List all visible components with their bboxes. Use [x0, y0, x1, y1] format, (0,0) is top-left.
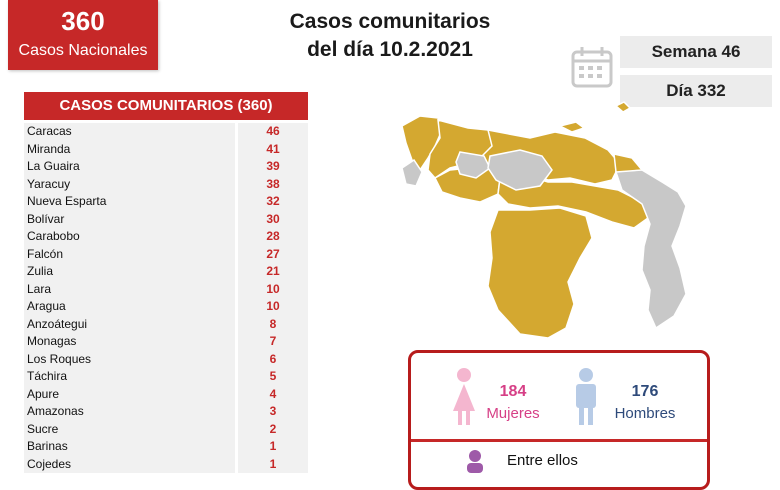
case-count: 1 [238, 455, 308, 473]
table-row: Nueva Esparta 32 [24, 193, 308, 211]
table-row: Caracas 46 [24, 123, 308, 141]
case-count: 32 [238, 193, 308, 211]
case-count: 6 [238, 350, 308, 368]
page-title: Casos comunitarios del día 10.2.2021 [260, 8, 520, 64]
table-row: Falcón 27 [24, 245, 308, 263]
state-name: Amazonas [24, 403, 235, 421]
case-count: 2 [238, 420, 308, 438]
title-line-2: del día 10.2.2021 [307, 38, 473, 61]
map-region-unaffected [401, 158, 423, 187]
table-row: Sucre 2 [24, 420, 308, 438]
table-row: Monagas 7 [24, 333, 308, 351]
state-name: Anzoátegui [24, 315, 235, 333]
case-count: 41 [238, 140, 308, 158]
state-name: Aragua [24, 298, 235, 316]
map-region-affected [497, 175, 649, 229]
state-name: Cojedes [24, 455, 235, 473]
community-cases-table: CASOS COMUNITARIOS (360) Caracas 46 Mirand… [24, 92, 308, 473]
table-row: Los Roques 6 [24, 350, 308, 368]
table-row: Carabobo 28 [24, 228, 308, 246]
person-icon [467, 450, 483, 473]
table-row: Yaracuy 38 [24, 175, 308, 193]
map-region-unaffected [614, 169, 687, 330]
state-name: Sucre [24, 420, 235, 438]
table-row: Bolívar 30 [24, 210, 308, 228]
state-name: Miranda [24, 140, 235, 158]
table-row: Cojedes 1 [24, 455, 308, 473]
case-count: 46 [238, 123, 308, 141]
state-name: Barinas [24, 438, 235, 456]
case-count: 38 [238, 175, 308, 193]
case-count: 10 [238, 298, 308, 316]
table-row: Apure 4 [24, 385, 308, 403]
week-badge: Semana 46 [620, 36, 772, 68]
map-region-affected [557, 121, 586, 133]
table-row: Amazonas 3 [24, 403, 308, 421]
map-region-unaffected [455, 151, 491, 179]
case-count: 30 [238, 210, 308, 228]
table-row: Barinas 1 [24, 438, 308, 456]
map-region-unaffected [487, 149, 553, 191]
case-count: 8 [238, 315, 308, 333]
title-line-1: Casos comunitarios [289, 10, 491, 33]
table-rows: Caracas 46 Miranda 41 La Guaira 39 Yaracuy 38 Nu… [24, 123, 308, 473]
national-cases-number: 360 [61, 6, 105, 36]
state-name: Nueva Esparta [24, 193, 235, 211]
case-count: 28 [238, 228, 308, 246]
male-count: 176 [631, 383, 659, 400]
case-count: 7 [238, 333, 308, 351]
national-cases-label: Casos Nacionales [18, 42, 148, 59]
male-label: Hombres [614, 405, 676, 422]
table-row: Lara 10 [24, 280, 308, 298]
man-icon [576, 368, 596, 425]
state-name: Yaracuy [24, 175, 235, 193]
state-name: La Guaira [24, 158, 235, 176]
state-name: Bolívar [24, 210, 235, 228]
section-divider [411, 439, 707, 442]
state-name: Los Roques [24, 350, 235, 368]
table-row: Aragua 10 [24, 298, 308, 316]
table-row: Miranda 41 [24, 140, 308, 158]
map-region-affected [487, 207, 593, 339]
gender-breakdown-box: 184 Mujeres 176 Hombres Entre ellos [408, 350, 710, 490]
among-them-text: Entre ellos [507, 452, 578, 469]
state-name: Monagas [24, 333, 235, 351]
table-row: La Guaira 39 [24, 158, 308, 176]
case-count: 21 [238, 263, 308, 281]
case-count: 3 [238, 403, 308, 421]
national-cases-box: 360 Casos Nacionales [8, 0, 158, 70]
state-name: Caracas [24, 123, 235, 141]
state-name: Zulia [24, 263, 235, 281]
female-count: 184 [499, 383, 527, 400]
case-count: 39 [238, 158, 308, 176]
table-row: Zulia 21 [24, 263, 308, 281]
table-header: CASOS COMUNITARIOS (360) [24, 92, 308, 120]
state-name: Táchira [24, 368, 235, 386]
table-row: Anzoátegui 8 [24, 315, 308, 333]
state-name: Carabobo [24, 228, 235, 246]
day-badge: Día 332 [620, 75, 772, 107]
state-name: Apure [24, 385, 235, 403]
venezuela-map [401, 101, 687, 339]
state-name: Lara [24, 280, 235, 298]
map-region-affected [614, 101, 632, 113]
case-count: 27 [238, 245, 308, 263]
case-count: 5 [238, 368, 308, 386]
state-name: Falcón [24, 245, 235, 263]
case-count: 4 [238, 385, 308, 403]
woman-icon [453, 368, 475, 425]
female-label: Mujeres [486, 405, 540, 422]
case-count: 1 [238, 438, 308, 456]
case-count: 10 [238, 280, 308, 298]
table-row: Táchira 5 [24, 368, 308, 386]
calendar-icon [571, 47, 613, 88]
